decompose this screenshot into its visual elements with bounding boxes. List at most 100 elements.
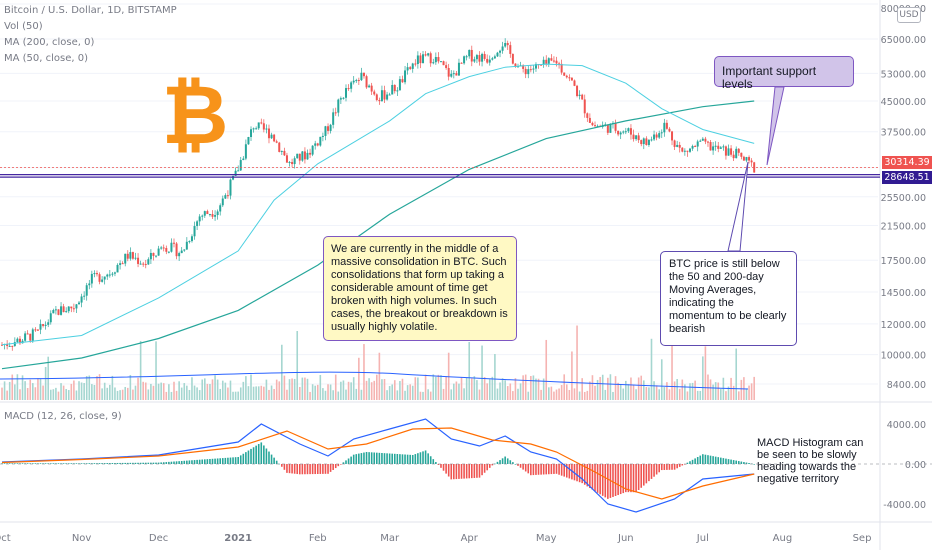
histogram-bar [496, 461, 499, 464]
volume-bar [604, 389, 607, 400]
volume-indicator-label[interactable]: Vol (50) [4, 21, 43, 32]
histogram-bar [499, 460, 501, 464]
consolidation-note[interactable]: We are currently in the middle of a mass… [323, 236, 517, 341]
histogram-bar [373, 452, 376, 464]
histogram-bar [512, 462, 514, 464]
histogram-bar [696, 457, 699, 464]
candle [193, 226, 196, 237]
candle [221, 198, 224, 206]
candle [360, 72, 363, 81]
volume-bar [535, 378, 537, 400]
candle [173, 242, 175, 244]
volume-bar [560, 385, 563, 400]
volume-bar [139, 340, 142, 400]
candle [650, 139, 653, 141]
candle [740, 152, 743, 157]
histogram-bar [139, 462, 142, 464]
volume-bar [642, 380, 645, 400]
candle [352, 80, 355, 83]
histogram-bar [668, 464, 671, 470]
histogram-bar [694, 458, 696, 464]
currency-button[interactable]: USD [897, 7, 921, 23]
volume-bar [229, 380, 232, 400]
volume-bar [684, 384, 686, 400]
candle [157, 248, 160, 256]
volume-bar [368, 378, 370, 400]
histogram-bar [491, 464, 494, 466]
volume-bar [478, 389, 481, 400]
volume-bar [311, 384, 314, 400]
volume-bar [152, 385, 155, 400]
candle [406, 67, 409, 71]
candle [293, 158, 296, 165]
candle [522, 65, 525, 69]
histogram-bar [6, 463, 8, 464]
time-axis-label: Mar [380, 533, 400, 544]
candle [722, 146, 725, 148]
candle [665, 122, 668, 129]
histogram-bar [175, 461, 178, 464]
candle [378, 100, 381, 102]
volume-bar [558, 388, 560, 400]
histogram-bar [612, 464, 614, 497]
volume-bar [88, 375, 91, 400]
volume-bar [491, 376, 494, 400]
candle [660, 132, 663, 134]
candle [216, 211, 219, 216]
time-axis-label: Sep [853, 533, 872, 544]
volume-bar [445, 376, 447, 400]
candle [278, 142, 281, 152]
volume-bar [640, 375, 643, 400]
volume-bar [599, 376, 601, 400]
ma50-indicator-label[interactable]: MA (50, close, 0) [4, 53, 89, 64]
candle [72, 308, 75, 310]
ma200-indicator-label[interactable]: MA (200, close, 0) [4, 37, 95, 48]
histogram-bar [537, 464, 540, 475]
volume-bar [404, 390, 406, 400]
volume-bar [227, 387, 229, 400]
macd-indicator-label[interactable]: MACD (12, 26, close, 9) [4, 411, 122, 422]
candle [452, 73, 455, 75]
volume-bar [678, 388, 681, 400]
volume-bar [750, 383, 753, 400]
histogram-bar [119, 462, 121, 464]
volume-bar [612, 391, 614, 400]
candle [34, 329, 37, 331]
volume-bar [666, 382, 668, 400]
histogram-bar [347, 458, 350, 464]
candle [298, 153, 301, 161]
candle [396, 90, 399, 92]
candle [39, 324, 42, 330]
candle [748, 157, 751, 161]
moving-average-note[interactable]: BTC price is still below the 50 and 200-… [660, 251, 797, 346]
volume-bar [522, 375, 524, 400]
volume-bar [370, 382, 373, 400]
volume-bar [191, 377, 193, 400]
histogram-bar [173, 461, 175, 464]
volume-bar [155, 341, 157, 400]
histogram-bar [365, 452, 368, 464]
histogram-bar [666, 464, 668, 470]
volume-bar [725, 391, 727, 400]
candle [463, 56, 466, 64]
volume-bar [383, 378, 386, 400]
support-levels-note[interactable]: Important support levels [714, 56, 854, 91]
macd-histogram-note[interactable]: MACD Histogram can be seen to be slowly … [757, 437, 864, 485]
volume-bar [548, 387, 550, 400]
candle [483, 53, 486, 59]
histogram-bar [727, 459, 730, 464]
candle [624, 131, 627, 133]
candle [753, 162, 756, 173]
callout-pointer [727, 161, 749, 252]
candle [54, 309, 57, 311]
volume-bar [609, 374, 612, 400]
histogram-bar [720, 457, 722, 464]
histogram-bar [704, 454, 707, 464]
volume-bar [481, 345, 483, 400]
time-axis-label: Apr [461, 533, 479, 544]
histogram-bar [121, 462, 124, 464]
candle [165, 248, 168, 252]
histogram-bar [198, 459, 201, 464]
